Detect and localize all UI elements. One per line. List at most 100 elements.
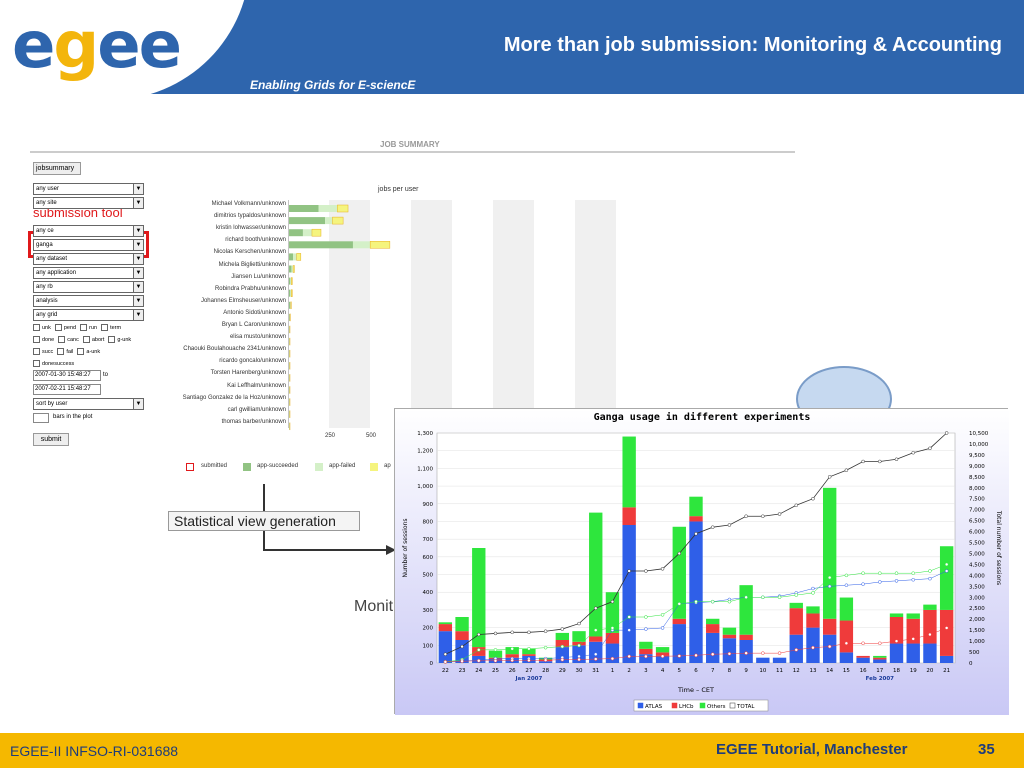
bar-atlas [672,624,686,663]
slide-subtitle: Enabling Grids for E-sciencE [250,78,416,92]
filter-select[interactable]: any application ▼ [33,267,144,279]
bar-others [438,622,453,625]
bar-failed [293,253,297,261]
bar-others [488,650,503,658]
line-point [811,586,815,591]
bar-atlas [706,632,720,663]
bar-others [639,641,653,649]
line-point [811,496,815,501]
line-point [844,573,849,578]
x-tick: 25 [492,668,499,674]
y-tick: 700 [423,537,434,543]
y2-axis-label: Total number of sessions [995,510,1002,585]
bar-lhcb [572,641,586,646]
status-checkbox[interactable] [54,324,62,331]
legend-swatch [699,702,706,709]
x-tick: 5 [678,668,682,674]
bar-succeeded [289,289,291,297]
chevron-down-icon: ▼ [133,198,143,208]
bar-lhcb [706,624,720,633]
checkbox-row: succ fail a-unk [33,348,104,358]
bar-atlas [756,657,770,663]
filter-select[interactable]: any dataset ▼ [33,253,144,265]
user-label: thomas barber/unknown [221,418,286,425]
date-to-field[interactable]: 2007-02-21 15:48:27 [33,384,101,395]
filter-select[interactable]: any rb ▼ [33,281,144,293]
x-tick: 22 [442,668,449,674]
checkbox-label: unk [42,324,51,331]
bars-count-field[interactable] [33,413,49,423]
line-point [727,652,732,656]
status-checkbox[interactable] [33,348,40,355]
filter-select[interactable]: any ce ▼ [33,225,144,237]
status-checkbox[interactable] [57,348,65,355]
bar-failed [289,301,291,309]
bar-others [906,613,920,619]
line-point [944,562,949,567]
line-point [911,450,915,455]
x-tick: 30 [576,668,583,674]
bar-atlas [873,659,887,663]
monitoring-label: Monit [354,598,394,615]
jobsummary-tab[interactable]: jobsummary [33,162,81,175]
filter-select[interactable]: ganga ▼ [33,239,144,251]
line-point [794,648,799,652]
status-checkbox[interactable] [77,348,85,355]
bar-atlas [438,631,453,663]
user-label: kristin lohwasser/unknown [215,225,286,232]
filter-select[interactable]: any grid ▼ [33,309,144,321]
bar-others [622,436,636,508]
status-checkbox[interactable] [80,324,88,331]
bar-succeeded [289,277,291,285]
y2-tick: 6,000 [969,530,985,536]
status-checkbox[interactable] [58,336,66,343]
user-label: Jiansen Lu/unknown [231,273,286,280]
submit-button[interactable]: submit [33,433,69,446]
bar-atlas [639,654,653,663]
x-tick: 8 [728,668,732,674]
line-point [627,654,631,659]
date-from-field[interactable]: 2007-01-30 15:48:27 [33,370,101,381]
status-checkbox[interactable] [33,324,40,331]
line-point [493,659,498,663]
line-point [777,595,782,600]
line-point [761,514,765,518]
bar-lhcb [923,609,937,644]
line-point [894,579,899,583]
bar-lhcb [522,654,536,656]
line-point [727,523,732,527]
legend-swatch [671,702,678,709]
bar-others [522,648,536,655]
x-tick: 500 [366,433,377,439]
status-checkbox[interactable] [33,336,40,343]
status-checkbox[interactable] [101,324,109,331]
legend-label: app-failed [329,463,356,469]
checkbox-label: abort [91,336,105,343]
chevron-down-icon: ▼ [133,254,143,264]
line-point [477,659,481,663]
filter-select[interactable]: analysis ▼ [33,295,144,307]
sort-select[interactable]: sort by user ▼ [33,398,144,410]
bar-lhcb [739,634,753,640]
status-checkbox[interactable] [33,360,40,367]
bar-atlas [839,652,854,663]
chart-title: Ganga usage in different experiments [594,411,811,423]
month-label: Jan 2007 [514,676,542,682]
bar-atlas [538,661,553,663]
line-point [944,569,949,573]
user-label: Bryan L Caron/unknown [221,322,286,328]
y2-tick: 3,500 [969,584,985,590]
status-checkbox[interactable] [108,336,116,343]
y2-tick: 4,000 [969,573,985,579]
line-point [627,628,631,632]
line-point [827,575,832,580]
line-point [777,651,782,655]
y-tick: 600 [423,555,434,561]
filter-select[interactable]: any user ▼ [33,183,144,195]
bar-others [889,613,904,617]
bar-failed [318,205,338,212]
bar-atlas [889,643,904,663]
status-checkbox[interactable] [82,336,90,343]
grid-band [493,200,534,428]
filter-select[interactable]: any site ▼ [33,197,144,209]
